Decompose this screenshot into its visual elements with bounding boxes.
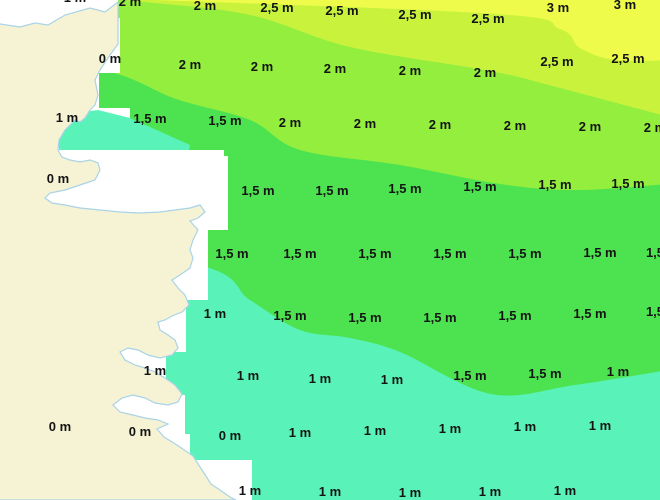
svg-text:1 m: 1 m <box>309 371 331 386</box>
svg-text:0 m: 0 m <box>47 171 69 186</box>
svg-text:1 m: 1 m <box>439 421 461 436</box>
svg-text:1 m: 1 m <box>64 0 86 5</box>
svg-text:2,5 m: 2,5 m <box>611 51 644 66</box>
svg-text:1 m: 1 m <box>554 483 576 498</box>
svg-text:0 m: 0 m <box>219 428 241 443</box>
svg-text:2 m: 2 m <box>324 61 346 76</box>
svg-text:1,5 m: 1,5 m <box>573 306 606 321</box>
svg-text:2 m: 2 m <box>504 118 526 133</box>
svg-text:2 m: 2 m <box>354 116 376 131</box>
svg-text:1,5 m: 1,5 m <box>463 179 496 194</box>
svg-text:1 m: 1 m <box>56 110 78 125</box>
svg-text:1,5: 1,5 <box>646 245 660 260</box>
svg-text:1,5 m: 1,5 m <box>208 113 241 128</box>
svg-text:2 m: 2 m <box>474 65 496 80</box>
svg-text:2,5 m: 2,5 m <box>540 54 573 69</box>
svg-text:1 m: 1 m <box>399 485 421 500</box>
svg-text:0 m: 0 m <box>99 51 121 66</box>
svg-text:1,5 m: 1,5 m <box>423 310 456 325</box>
svg-text:1,5: 1,5 <box>646 304 660 319</box>
svg-text:3 m: 3 m <box>614 0 636 12</box>
svg-text:1 m: 1 m <box>381 372 403 387</box>
svg-text:1,5 m: 1,5 m <box>348 310 381 325</box>
svg-text:2 m: 2 m <box>194 0 216 13</box>
svg-text:2 m: 2 m <box>179 57 201 72</box>
svg-text:2 m: 2 m <box>579 119 601 134</box>
svg-text:1 m: 1 m <box>479 484 501 499</box>
svg-text:1 m: 1 m <box>289 425 311 440</box>
svg-text:2 m: 2 m <box>399 63 421 78</box>
svg-text:1,5 m: 1,5 m <box>315 183 348 198</box>
svg-text:1 m: 1 m <box>514 419 536 434</box>
svg-text:1 m: 1 m <box>589 418 611 433</box>
svg-text:1,5 m: 1,5 m <box>388 181 421 196</box>
svg-text:1,5 m: 1,5 m <box>453 368 486 383</box>
svg-text:2,5 m: 2,5 m <box>398 7 431 22</box>
svg-text:1 m: 1 m <box>204 306 226 321</box>
svg-text:1,5 m: 1,5 m <box>583 245 616 260</box>
svg-text:1,5 m: 1,5 m <box>283 246 316 261</box>
svg-text:1,5 m: 1,5 m <box>538 177 571 192</box>
svg-text:2 m: 2 m <box>251 59 273 74</box>
svg-text:1,5 m: 1,5 m <box>133 111 166 126</box>
svg-text:2,5 m: 2,5 m <box>471 11 504 26</box>
svg-text:1,5 m: 1,5 m <box>611 176 644 191</box>
svg-text:1 m: 1 m <box>607 364 629 379</box>
svg-text:1,5 m: 1,5 m <box>273 308 306 323</box>
svg-text:2 m: 2 m <box>429 117 451 132</box>
svg-text:1 m: 1 m <box>319 484 341 499</box>
svg-text:1,5 m: 1,5 m <box>528 366 561 381</box>
svg-text:3 m: 3 m <box>547 0 569 15</box>
svg-text:1,5 m: 1,5 m <box>215 246 248 261</box>
svg-text:2,5 m: 2,5 m <box>260 0 293 15</box>
svg-text:1 m: 1 m <box>144 363 166 378</box>
svg-text:1 m: 1 m <box>239 483 261 498</box>
svg-text:2 m: 2 m <box>119 0 141 9</box>
svg-text:1,5 m: 1,5 m <box>498 308 531 323</box>
svg-text:2 m: 2 m <box>279 115 301 130</box>
svg-text:1 m: 1 m <box>237 368 259 383</box>
svg-text:1,5 m: 1,5 m <box>433 246 466 261</box>
svg-text:0 m: 0 m <box>129 424 151 439</box>
svg-text:1,5 m: 1,5 m <box>508 246 541 261</box>
svg-text:1,5 m: 1,5 m <box>241 183 274 198</box>
svg-text:1 m: 1 m <box>364 423 386 438</box>
svg-text:1,5 m: 1,5 m <box>358 246 391 261</box>
svg-text:2 m: 2 m <box>644 120 660 135</box>
svg-text:2,5 m: 2,5 m <box>325 3 358 18</box>
svg-text:0 m: 0 m <box>49 419 71 434</box>
